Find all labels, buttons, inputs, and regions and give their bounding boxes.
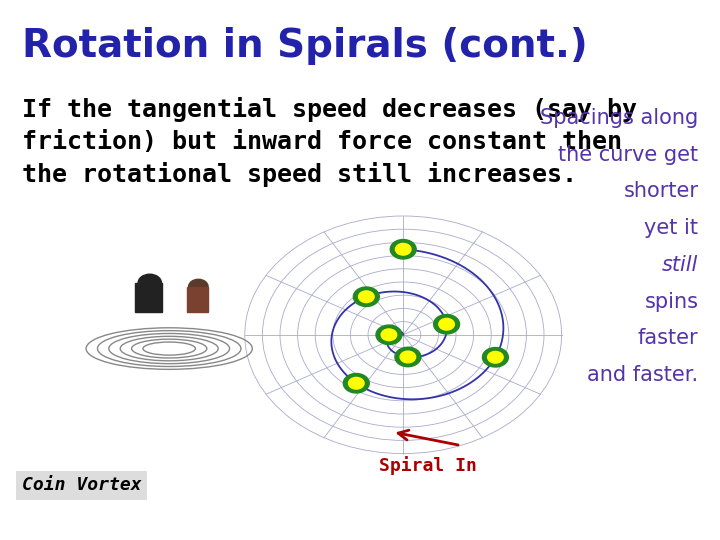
- Circle shape: [348, 377, 364, 389]
- Text: shorter: shorter: [624, 181, 698, 201]
- Text: and faster.: and faster.: [588, 365, 698, 385]
- Circle shape: [189, 279, 208, 294]
- Circle shape: [487, 352, 503, 363]
- Text: If the tangential speed decreases (say by
friction) but inward force constant th: If the tangential speed decreases (say b…: [22, 97, 636, 187]
- Circle shape: [433, 314, 459, 334]
- Bar: [186, 287, 208, 312]
- Circle shape: [390, 240, 416, 259]
- Circle shape: [359, 291, 374, 302]
- Circle shape: [400, 351, 415, 363]
- Text: Spacings along: Spacings along: [540, 108, 698, 128]
- Text: yet it: yet it: [644, 218, 698, 238]
- Text: still: still: [662, 255, 698, 275]
- Circle shape: [138, 274, 161, 292]
- Bar: [135, 283, 163, 312]
- Circle shape: [395, 347, 421, 367]
- Circle shape: [376, 325, 402, 345]
- Circle shape: [395, 244, 411, 255]
- Text: Coin Vortex: Coin Vortex: [22, 476, 141, 494]
- Text: spins: spins: [644, 292, 698, 312]
- Circle shape: [482, 348, 508, 367]
- Text: faster: faster: [638, 328, 698, 348]
- Circle shape: [354, 287, 379, 307]
- Circle shape: [381, 329, 397, 341]
- Circle shape: [438, 319, 454, 330]
- Circle shape: [343, 374, 369, 393]
- Text: the curve get: the curve get: [558, 145, 698, 165]
- Text: Spiral In: Spiral In: [379, 456, 477, 475]
- Text: Rotation in Spirals (cont.): Rotation in Spirals (cont.): [22, 27, 588, 65]
